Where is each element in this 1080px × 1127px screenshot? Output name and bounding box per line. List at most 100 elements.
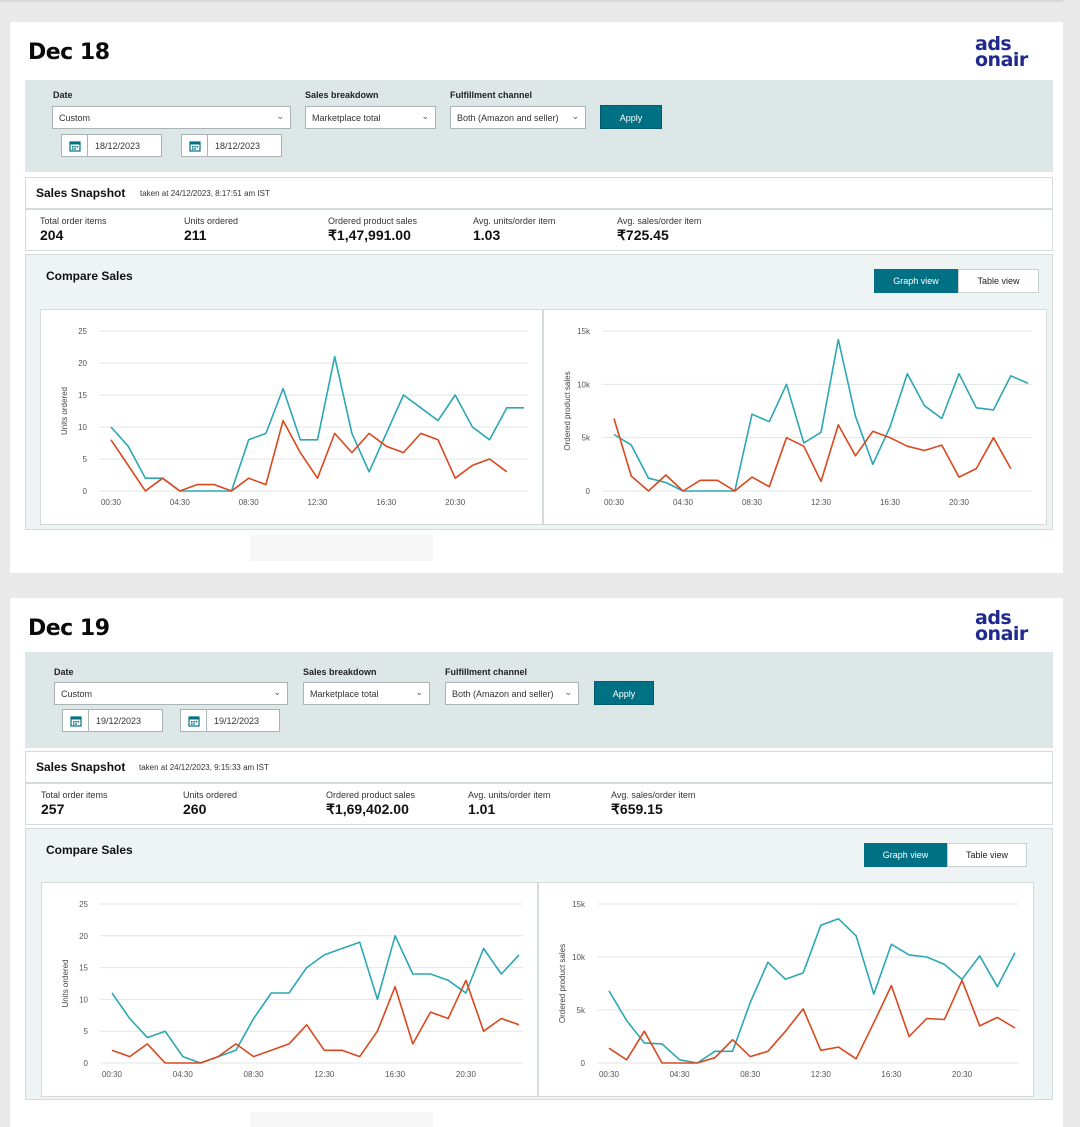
x-tick-label: 04:30	[673, 498, 694, 507]
metric-units-ordered: Units ordered 260	[183, 790, 237, 817]
brand-logo: ads onair	[975, 33, 1035, 71]
metric-label: Units ordered	[184, 216, 239, 226]
day-title: Dec 19	[28, 616, 110, 641]
x-tick-label: 12:30	[811, 1070, 832, 1079]
metric-label: Total order items	[40, 216, 107, 226]
apply-button[interactable]: Apply	[600, 105, 662, 129]
y-tick-label: 10	[79, 995, 88, 1004]
chevron-down-icon: ⌄	[415, 687, 423, 697]
y-axis-label: Units ordered	[60, 387, 69, 435]
series-line-teal	[110, 355, 524, 492]
end-date-value: 18/12/2023	[215, 141, 261, 151]
units-ordered-chart: 0 5 10 15 20 25 Units ordered 00:30 04:30 08:30 12…	[40, 309, 543, 525]
sales-chart: 0 5k 10k 15k Ordered product sales 00:30 04:30…	[543, 309, 1047, 525]
metric-value: 260	[183, 801, 207, 817]
metric-total-order-items: Total order items 204	[40, 216, 107, 243]
calendar-icon[interactable]	[182, 135, 208, 156]
table-view-button[interactable]: Table view	[958, 269, 1039, 293]
units-ordered-chart: 0 5 10 15 20 25 Units ordered 00:30 04:30 08:30 12…	[41, 882, 538, 1097]
metric-label: Total order items	[41, 790, 108, 800]
metric-value: ₹1,47,991.00	[328, 227, 411, 243]
y-tick-label: 0	[84, 1059, 89, 1068]
y-tick-label: 25	[78, 327, 87, 336]
sales-breakdown-select[interactable]: Marketplace total ⌄	[303, 682, 430, 705]
x-tick-label: 20:30	[456, 1070, 477, 1079]
breakdown-label: Sales breakdown	[305, 90, 379, 100]
end-date-input[interactable]: 18/12/2023	[181, 134, 282, 157]
calendar-icon[interactable]	[181, 710, 207, 731]
graph-view-button[interactable]: Graph view	[874, 269, 958, 293]
metrics-row: Total order items 257 Units ordered 260 Or…	[25, 783, 1053, 825]
metric-label: Units ordered	[183, 790, 238, 800]
date-range-value: Custom	[61, 689, 93, 699]
x-tick-label: 16:30	[376, 498, 397, 507]
calendar-icon[interactable]	[63, 710, 89, 731]
chevron-down-icon: ⌄	[564, 687, 572, 697]
channel-value: Both (Amazon and seller)	[457, 113, 559, 123]
date-range-select[interactable]: Custom ⌄	[52, 106, 291, 129]
blank-strip	[250, 1112, 433, 1127]
metric-total-order-items: Total order items 257	[41, 790, 108, 817]
snapshot-header: Sales Snapshot taken at 24/12/2023, 8:17…	[25, 177, 1053, 209]
x-tick-label: 08:30	[244, 1070, 265, 1079]
date-label: Date	[54, 667, 74, 677]
x-tick-label: 00:30	[599, 1070, 620, 1079]
date-range-select[interactable]: Custom ⌄	[54, 682, 288, 705]
series-line-red	[111, 979, 520, 1064]
y-tick-label: 20	[79, 932, 88, 941]
metric-label: Ordered product sales	[326, 790, 416, 800]
logo-line-1: ads	[975, 607, 1012, 629]
y-tick-label: 5	[84, 1027, 89, 1036]
y-tick-label: 0	[581, 1059, 586, 1068]
y-tick-label: 10	[78, 423, 87, 432]
y-tick-label: 15k	[577, 327, 591, 336]
metrics-row: Total order items 204 Units ordered 211 Or…	[25, 209, 1053, 251]
metric-value: ₹659.15	[611, 801, 663, 817]
y-tick-label: 10k	[572, 953, 586, 962]
calendar-icon[interactable]	[62, 135, 88, 156]
x-tick-label: 20:30	[445, 498, 466, 507]
x-tick-label: 04:30	[670, 1070, 691, 1079]
fulfillment-channel-select[interactable]: Both (Amazon and seller) ⌄	[450, 106, 586, 129]
x-tick-label: 08:30	[239, 498, 260, 507]
start-date-input[interactable]: 19/12/2023	[62, 709, 163, 732]
logo-line-2: onair	[975, 623, 1028, 645]
x-tick-label: 00:30	[102, 1070, 123, 1079]
chevron-down-icon: ⌄	[273, 687, 281, 697]
series-line-teal	[608, 917, 1016, 1064]
compare-title: Compare Sales	[46, 843, 133, 857]
channel-value: Both (Amazon and seller)	[452, 689, 554, 699]
sales-breakdown-select[interactable]: Marketplace total ⌄	[305, 106, 436, 129]
metric-value: 1.03	[473, 227, 501, 243]
brand-logo: ads onair	[975, 607, 1035, 645]
y-axis-label: Units ordered	[61, 959, 70, 1007]
x-tick-label: 12:30	[307, 498, 328, 507]
logo-line-2: onair	[975, 49, 1028, 71]
day-title: Dec 18	[28, 40, 110, 65]
y-tick-label: 5	[83, 455, 88, 464]
metric-label: Ordered product sales	[328, 216, 418, 226]
snapshot-header: Sales Snapshot taken at 24/12/2023, 9:15…	[25, 751, 1053, 783]
metric-label: Avg. units/order item	[473, 216, 556, 226]
x-tick-label: 08:30	[742, 498, 763, 507]
end-date-input[interactable]: 19/12/2023	[180, 709, 280, 732]
x-tick-label: 16:30	[385, 1070, 406, 1079]
table-view-button[interactable]: Table view	[947, 843, 1027, 867]
series-line-red	[613, 418, 1012, 492]
y-tick-label: 15k	[572, 900, 586, 909]
day-card-dec-18: Dec 18 ads onair Date Custom ⌄ 18/12/202…	[10, 22, 1063, 573]
metric-value: 257	[41, 801, 65, 817]
graph-view-button[interactable]: Graph view	[864, 843, 947, 867]
metric-avg-sales: Avg. sales/order item ₹659.15	[611, 790, 695, 818]
start-date-input[interactable]: 18/12/2023	[61, 134, 162, 157]
y-tick-label: 15	[78, 391, 87, 400]
apply-button[interactable]: Apply	[594, 681, 654, 705]
compare-sales-panel: Compare Sales Graph view Table view 0 5 10…	[25, 828, 1053, 1100]
y-tick-label: 15	[79, 964, 88, 973]
channel-label: Fulfillment channel	[445, 667, 528, 677]
fulfillment-channel-select[interactable]: Both (Amazon and seller) ⌄	[445, 682, 579, 705]
y-tick-label: 0	[83, 487, 88, 496]
metric-value: ₹725.45	[617, 227, 669, 243]
logo-line-1: ads	[975, 33, 1012, 55]
metric-ordered-product-sales: Ordered product sales ₹1,69,402.00	[326, 790, 415, 818]
